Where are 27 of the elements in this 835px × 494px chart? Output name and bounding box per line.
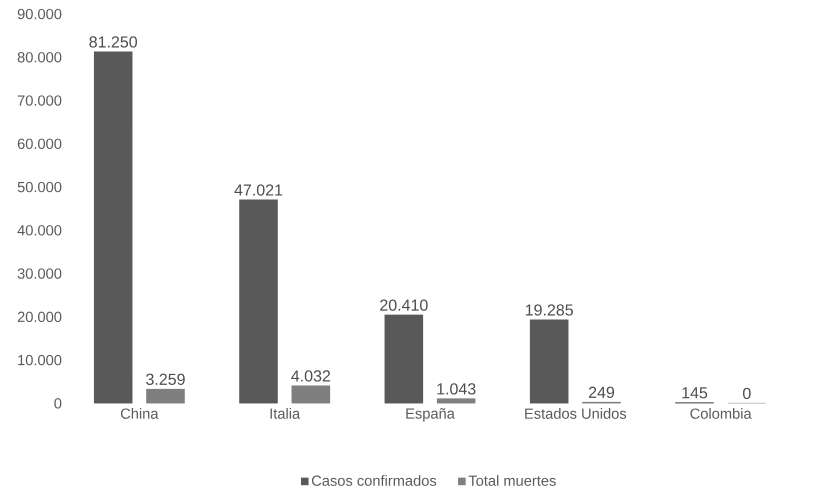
x-tick-label: Estados Unidos — [525, 408, 626, 419]
data-label: 47.021 — [234, 184, 282, 196]
y-tick-label: 80.000 — [18, 52, 62, 62]
y-tick-label: 60.000 — [18, 138, 62, 149]
y-tick-label: 50.000 — [18, 182, 62, 192]
data-label: 19.285 — [526, 304, 573, 316]
data-label: 0 — [743, 388, 751, 400]
y-tick-label: 10.000 — [18, 354, 62, 366]
legend-label: Casos confirmados — [312, 475, 436, 486]
x-tick-label: Colombia — [690, 408, 752, 419]
x-tick-label: China — [120, 408, 158, 419]
data-label: 3.259 — [146, 374, 185, 385]
data-label: 1.043 — [437, 383, 476, 395]
y-tick-label: 70.000 — [18, 95, 62, 106]
x-tick-label: España — [406, 408, 455, 422]
y-tick-label: 30.000 — [18, 268, 62, 279]
data-label: 249 — [588, 386, 614, 398]
y-tick-label: 40.000 — [17, 225, 62, 236]
x-tick-label: Italia — [270, 408, 300, 419]
y-tick-label: 90.000 — [18, 8, 62, 20]
y-tick-label: 20.000 — [18, 312, 62, 322]
data-label: 4.032 — [291, 370, 330, 382]
y-tick-label: 0 — [54, 398, 62, 409]
data-label: 20.410 — [380, 299, 428, 311]
data-label: 81.250 — [89, 36, 138, 48]
data-label: 145 — [682, 387, 708, 398]
legend-label: Total muertes — [468, 475, 556, 486]
